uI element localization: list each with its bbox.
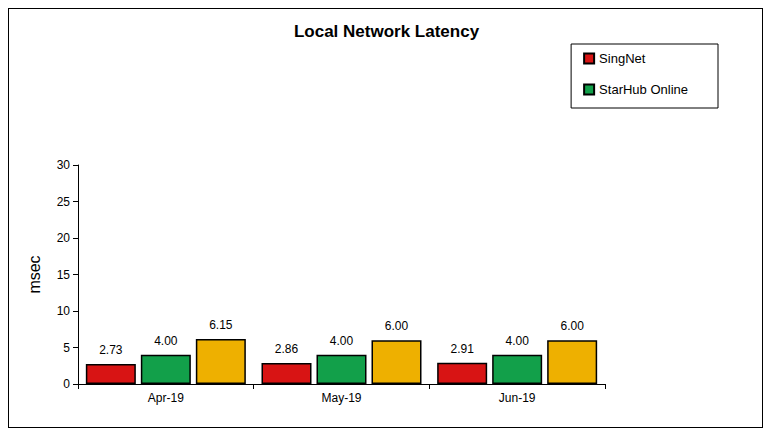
- svg-text:0: 0: [63, 377, 70, 391]
- svg-text:May-19: May-19: [321, 391, 361, 405]
- svg-text:5: 5: [63, 341, 70, 355]
- svg-text:6.00: 6.00: [385, 319, 409, 333]
- svg-text:4.00: 4.00: [505, 334, 529, 348]
- svg-text:StarHub Online: StarHub Online: [599, 82, 688, 97]
- svg-text:2.73: 2.73: [99, 343, 123, 357]
- svg-text:6.15: 6.15: [209, 318, 233, 332]
- svg-text:SingNet: SingNet: [599, 51, 646, 66]
- svg-text:6.00: 6.00: [560, 319, 584, 333]
- svg-text:15: 15: [57, 268, 71, 282]
- svg-text:10: 10: [57, 304, 71, 318]
- svg-text:2.86: 2.86: [275, 342, 299, 356]
- svg-text:20: 20: [57, 231, 71, 245]
- svg-text:4.00: 4.00: [330, 334, 354, 348]
- svg-text:4.00: 4.00: [154, 334, 178, 348]
- svg-text:25: 25: [57, 195, 71, 209]
- svg-text:msec: msec: [26, 255, 43, 293]
- svg-text:30: 30: [57, 158, 71, 172]
- svg-text:Apr-19: Apr-19: [148, 391, 184, 405]
- svg-text:2.91: 2.91: [450, 342, 474, 356]
- svg-text:Local Network Latency: Local Network Latency: [294, 22, 480, 41]
- svg-text:Jun-19: Jun-19: [499, 391, 536, 405]
